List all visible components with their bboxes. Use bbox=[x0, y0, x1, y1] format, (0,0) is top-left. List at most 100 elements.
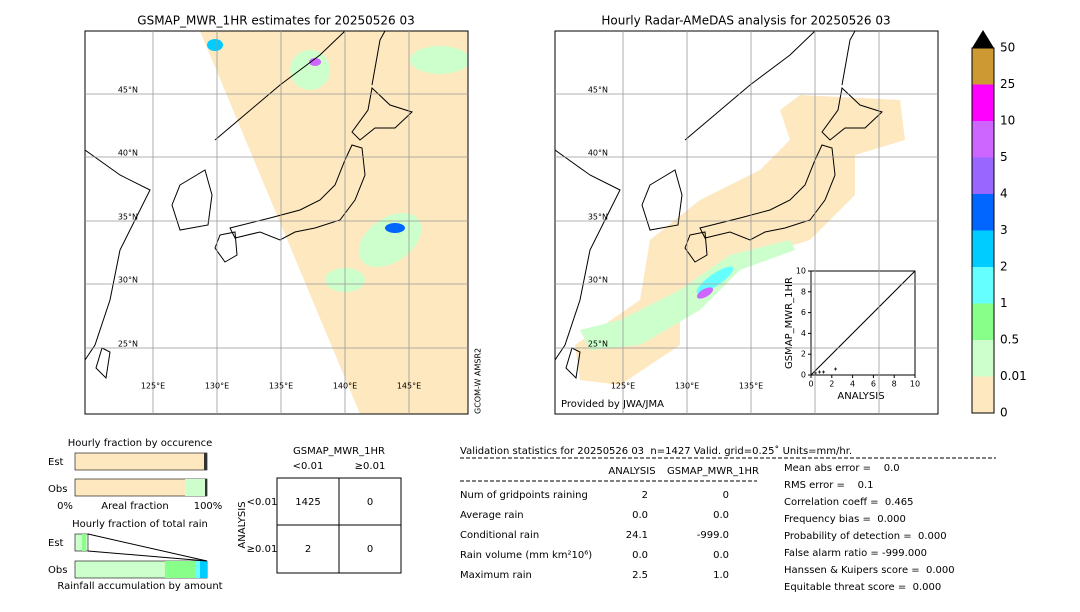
colorbar-segment bbox=[972, 48, 994, 85]
score: Mean abs error = 0.0 bbox=[784, 463, 900, 474]
inset-x-tick: 6 bbox=[871, 380, 876, 389]
row-label: ≥0.01 bbox=[247, 544, 278, 555]
inset-x-tick: 0 bbox=[808, 380, 813, 389]
inset-xlabel: ANALYSIS bbox=[837, 391, 884, 402]
cell: 1425 bbox=[295, 497, 320, 508]
stat-value: 0.0 bbox=[713, 510, 729, 521]
inset-y-tick: 2 bbox=[801, 350, 806, 359]
validation-header: Validation statistics for 20250526 03 n=… bbox=[460, 445, 852, 457]
lat-label: 30°N bbox=[118, 276, 138, 285]
stat-label: Num of gridpoints raining bbox=[460, 490, 588, 501]
colorbar-segment bbox=[972, 230, 994, 267]
lon-label: 140°E bbox=[333, 382, 357, 391]
left-map bbox=[85, 31, 468, 414]
colorbar-frame bbox=[971, 47, 995, 414]
inset-frame bbox=[810, 270, 916, 376]
column-label: ≥0.01 bbox=[355, 461, 386, 472]
stat-label: Rain volume (mm km²10⁶) bbox=[460, 550, 592, 561]
score: RMS error = 0.1 bbox=[784, 480, 874, 491]
colorbar-segment bbox=[972, 194, 994, 231]
lat-label: 40°N bbox=[118, 149, 138, 158]
inset-x-tick: 10 bbox=[910, 380, 920, 389]
column-label: GSMAP_MWR_1HR bbox=[667, 466, 759, 477]
lon-label: 130°E bbox=[675, 382, 699, 391]
column-label: ANALYSIS bbox=[608, 466, 655, 477]
colorbar-label: 3 bbox=[1000, 223, 1008, 237]
score: False alarm ratio = -999.000 bbox=[784, 548, 927, 559]
lat-label: 25°N bbox=[118, 340, 138, 349]
inset-y-tick: 0 bbox=[801, 371, 806, 380]
lat-label: 45°N bbox=[588, 86, 608, 95]
axis-label: 0% bbox=[57, 501, 73, 512]
score: Equitable threat score = 0.000 bbox=[784, 582, 941, 593]
colorbar-segment bbox=[972, 376, 994, 413]
colorbar-label: 2 bbox=[1000, 260, 1008, 274]
inset-ylabel: GSMAP_MWR_1HR bbox=[784, 277, 795, 369]
right-map-title: Hourly Radar-AMeDAS analysis for 2025052… bbox=[601, 14, 890, 28]
row-label: <0.01 bbox=[247, 497, 278, 508]
stat-value: 1.0 bbox=[713, 570, 729, 581]
stat-value: 0.0 bbox=[713, 550, 729, 561]
lat-label: 40°N bbox=[588, 149, 608, 158]
diagonal bbox=[810, 270, 916, 376]
row-label: Obs bbox=[48, 484, 67, 495]
inset-x-tick: 8 bbox=[892, 380, 897, 389]
lon-label: 125°E bbox=[611, 382, 635, 391]
inset-y-tick: 4 bbox=[801, 329, 806, 338]
lat-label: 35°N bbox=[118, 213, 138, 222]
colorbar-segment bbox=[972, 121, 994, 158]
total-rain-bars bbox=[74, 533, 208, 579]
lat-label: 45°N bbox=[118, 86, 138, 95]
colorbar-segment bbox=[972, 157, 994, 194]
cell: 0 bbox=[367, 497, 373, 508]
credit: Provided by JWA/JMA bbox=[561, 399, 664, 410]
lon-label: 130°E bbox=[205, 382, 229, 391]
inset-y-tick: 6 bbox=[801, 308, 806, 317]
axis-label: 100% bbox=[194, 501, 223, 512]
colorbar-label: 50 bbox=[1000, 41, 1015, 55]
stat-value: 24.1 bbox=[626, 530, 648, 541]
inset-y-tick: 10 bbox=[796, 267, 806, 276]
row-label: Est bbox=[48, 538, 64, 549]
colorbar-label: 0.5 bbox=[1000, 333, 1019, 347]
inset-background bbox=[778, 264, 920, 404]
lon-label: 135°E bbox=[269, 382, 293, 391]
inset-x-tick: 2 bbox=[829, 380, 834, 389]
left-map-title: GSMAP_MWR_1HR estimates for 20250526 03 bbox=[137, 14, 414, 28]
colorbar-segment bbox=[972, 340, 994, 377]
lon-label: 135°E bbox=[739, 382, 763, 391]
colorbar-label: 10 bbox=[1000, 114, 1015, 128]
stat-value: -999.0 bbox=[697, 530, 729, 541]
colorbar-label: 4 bbox=[1000, 187, 1008, 201]
inset-points bbox=[814, 367, 837, 375]
colorbar-label: 5 bbox=[1000, 150, 1008, 164]
cell: 0 bbox=[367, 544, 373, 555]
row-label: Obs bbox=[48, 565, 67, 576]
stat-label: Average rain bbox=[460, 510, 524, 521]
colorbar-label: 1 bbox=[1000, 296, 1008, 310]
occurrence-title: Hourly fraction by occurence bbox=[68, 438, 212, 449]
inset-y-tick: 8 bbox=[801, 287, 806, 296]
left-map-frame bbox=[84, 30, 469, 415]
score: Frequency bias = 0.000 bbox=[784, 514, 906, 525]
stat-value: 2 bbox=[642, 490, 648, 501]
colorbar-segment bbox=[972, 267, 994, 304]
colorbar-extend bbox=[972, 30, 994, 48]
occurrence-bars bbox=[74, 452, 208, 497]
colorbar-label: 25 bbox=[1000, 77, 1015, 91]
cell: 2 bbox=[305, 544, 311, 555]
stat-label: Maximum rain bbox=[460, 570, 532, 581]
stat-value: 0.0 bbox=[632, 550, 648, 561]
score: Probability of detection = 0.000 bbox=[784, 531, 947, 542]
lon-label: 125°E bbox=[141, 382, 165, 391]
colorbar-segment bbox=[972, 84, 994, 121]
right-map-frame bbox=[554, 30, 939, 415]
side-note: GCOM-W AMSR2 bbox=[474, 348, 483, 414]
axis-label: Areal fraction bbox=[101, 501, 168, 512]
lat-label: 30°N bbox=[588, 276, 608, 285]
lat-label: 35°N bbox=[588, 213, 608, 222]
lat-label: 25°N bbox=[588, 340, 608, 349]
stat-value: 0.0 bbox=[632, 510, 648, 521]
inset-x-tick: 4 bbox=[850, 380, 855, 389]
colorbar-label: 0 bbox=[1000, 406, 1008, 420]
